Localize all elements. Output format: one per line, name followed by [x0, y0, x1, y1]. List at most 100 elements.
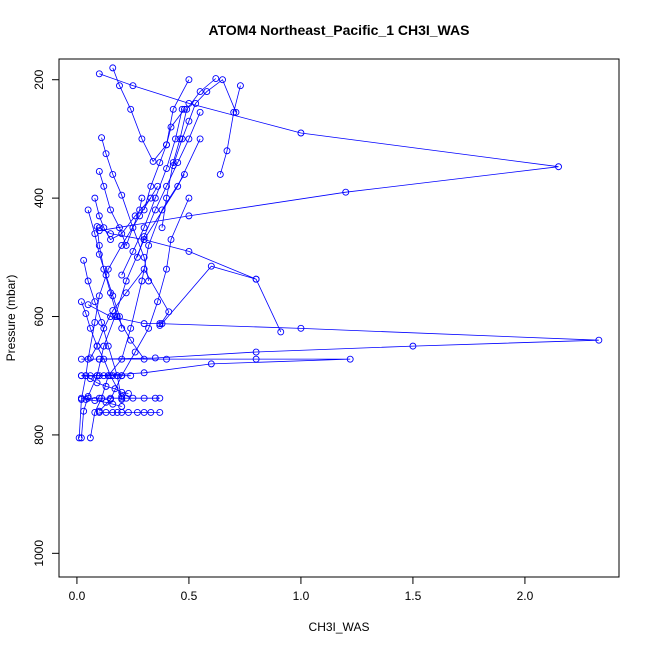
data-point: [140, 408, 148, 416]
data-point: [127, 372, 135, 380]
series-line: [161, 78, 217, 228]
data-point: [178, 135, 186, 143]
data-point: [109, 307, 117, 315]
data-point: [145, 277, 153, 285]
data-point: [95, 242, 103, 249]
data-point: [93, 342, 101, 350]
data-point: [122, 277, 130, 285]
data-point: [91, 298, 99, 306]
data-point: [163, 165, 170, 172]
data-point: [95, 227, 103, 235]
data-point: [140, 394, 148, 402]
data-point: [156, 159, 164, 167]
series-16: [158, 75, 220, 232]
data-point: [252, 348, 260, 356]
data-point: [163, 182, 170, 190]
data-point: [158, 224, 166, 232]
data-point: [95, 168, 103, 175]
series-28: [82, 395, 126, 410]
series-line: [101, 137, 149, 282]
data-point: [167, 236, 175, 244]
data-point: [104, 265, 112, 273]
y-tick-label: 400: [32, 188, 46, 208]
data-point: [104, 372, 112, 380]
data-point: [100, 265, 108, 273]
series-17: [169, 76, 240, 170]
data-point: [252, 275, 260, 283]
y-tick-label: 200: [32, 69, 46, 89]
data-point: [95, 250, 103, 258]
data-point: [342, 188, 350, 196]
data-series: [75, 64, 603, 442]
data-point: [147, 408, 155, 416]
data-point: [118, 242, 126, 249]
data-point: [346, 355, 354, 363]
data-point: [185, 247, 193, 255]
data-point: [140, 253, 148, 261]
data-point: [219, 76, 226, 84]
data-point: [409, 342, 417, 350]
data-point: [167, 123, 175, 131]
y-tick-label: 800: [32, 425, 46, 445]
data-point: [77, 372, 85, 380]
series-2: [77, 135, 204, 442]
data-point: [163, 265, 170, 273]
series-line: [94, 197, 152, 241]
data-point: [107, 230, 114, 238]
y-tick-label: 600: [32, 306, 46, 326]
data-point: [113, 313, 121, 320]
data-point: [109, 372, 117, 380]
series-22: [84, 301, 603, 363]
data-point: [151, 354, 159, 362]
data-point: [180, 170, 188, 178]
data-point: [82, 395, 90, 403]
series-line: [99, 73, 559, 232]
data-point: [124, 408, 132, 416]
series-27: [82, 372, 132, 397]
data-point: [151, 206, 159, 214]
data-point: [116, 82, 123, 90]
data-point: [196, 88, 204, 96]
data-point: [138, 277, 146, 285]
data-point: [102, 150, 110, 158]
data-point: [207, 360, 215, 368]
plot-frame: [58, 58, 620, 578]
data-point: [107, 394, 114, 402]
series-line: [85, 375, 129, 394]
data-point: [555, 163, 562, 171]
data-point: [77, 298, 85, 306]
data-point: [163, 141, 170, 149]
data-point: [86, 375, 94, 383]
data-point: [129, 224, 137, 232]
data-point: [185, 135, 193, 143]
data-point: [109, 64, 117, 72]
series-line: [112, 67, 190, 163]
series-3: [86, 170, 188, 442]
data-point: [95, 292, 103, 300]
data-point: [80, 256, 88, 264]
y-tick-label: 1000: [32, 540, 46, 567]
series-line: [81, 358, 351, 377]
data-point: [91, 397, 99, 405]
data-point: [131, 212, 139, 220]
y-axis: 200 400 600 800 1000: [32, 69, 59, 567]
data-point: [109, 408, 117, 416]
data-point: [145, 324, 153, 332]
data-point: [95, 70, 103, 78]
data-point: [102, 382, 110, 390]
x-axis: 0.0 0.5 1.0 1.5 2.0: [69, 577, 534, 603]
data-point: [151, 194, 159, 202]
data-point: [163, 355, 170, 363]
data-point: [80, 407, 88, 415]
data-point: [154, 298, 162, 306]
data-point: [169, 162, 177, 170]
series-14: [118, 105, 186, 279]
data-point: [109, 400, 117, 408]
series-12: [109, 64, 193, 165]
data-point: [77, 434, 85, 442]
series-line: [96, 226, 145, 360]
data-point: [107, 313, 114, 320]
data-point: [140, 236, 148, 244]
data-point: [127, 105, 135, 113]
